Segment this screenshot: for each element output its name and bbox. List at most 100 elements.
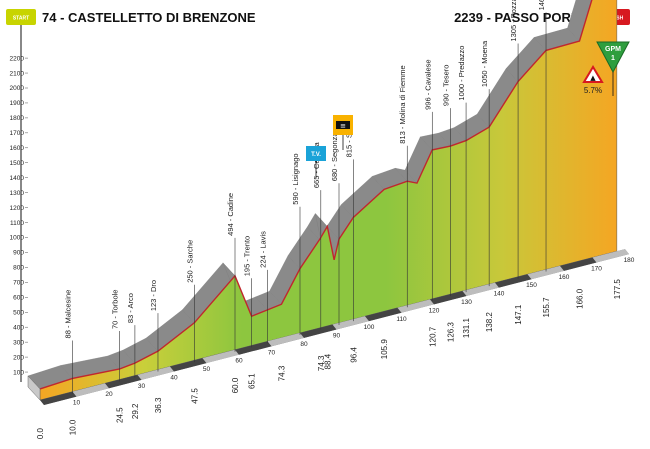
- profile-layer: [27, 0, 618, 401]
- gpm-category: 1: [611, 55, 615, 62]
- x-tick-label: 20: [105, 391, 113, 398]
- x-tick-label: 150: [526, 282, 537, 289]
- km-block: [137, 366, 174, 380]
- km-block: [365, 307, 402, 322]
- y-tick-label: 1000: [10, 235, 25, 242]
- gradient-value: 5.7%: [584, 86, 602, 95]
- x-tick-label: 90: [333, 333, 341, 340]
- km-block: [560, 257, 597, 271]
- x-axis: 10 20 30 40 50 60 70 80 90 100 110 120 130 140 150 160 1…: [40, 249, 635, 407]
- town-label: 123 - Dro: [149, 280, 158, 311]
- x-tick-label: 70: [268, 349, 276, 356]
- km-block: [430, 290, 467, 305]
- sprint-badge: [306, 146, 326, 161]
- km-label: 47.5: [190, 388, 199, 404]
- km-block: [592, 249, 629, 263]
- gradient-sign: ▲ 5.7%: [582, 65, 604, 95]
- y-tick-label: 500: [13, 309, 24, 316]
- town-label: 1050 - Moena: [480, 40, 489, 87]
- km-label: 10.0: [69, 419, 78, 435]
- km-label: 65.1: [248, 373, 257, 389]
- km-block: [235, 341, 272, 355]
- y-tick-label: 100: [13, 369, 24, 376]
- y-tick-label: 1700: [10, 130, 25, 137]
- y-tick-label: 1200: [10, 205, 25, 212]
- town-label: 815 - Sover: [344, 118, 353, 157]
- y-tick-label: 300: [13, 339, 24, 346]
- km-label: 36.3: [154, 397, 163, 413]
- y-tick-label: 1100: [10, 220, 24, 227]
- km-label: 120.7: [428, 326, 437, 347]
- feed-icon: [336, 121, 350, 129]
- town-label: 88 - Malcesine: [64, 290, 73, 339]
- y-tick-label: 400: [13, 324, 24, 331]
- town-label: 590 - Lisignago: [291, 153, 300, 204]
- elevation-line: [39, 0, 593, 390]
- km-block: [300, 324, 337, 338]
- x-tick-label: 160: [559, 274, 570, 281]
- x-tick-label: 80: [300, 341, 308, 348]
- x-tick-label: 30: [138, 383, 146, 390]
- km-block: [267, 332, 304, 347]
- town-label: 494 - Cadine: [226, 193, 235, 236]
- km-block: [105, 374, 142, 389]
- x-tick-label: 180: [624, 257, 635, 264]
- km-label: 131.1: [462, 318, 471, 339]
- x-tick-label: 100: [364, 324, 375, 331]
- y-tick-label: 700: [13, 280, 24, 287]
- town-label: 1465 - Canazei: [537, 0, 546, 10]
- km-label: 155.7: [542, 297, 551, 318]
- km-label: 96.4: [349, 347, 358, 363]
- km-block: [495, 274, 532, 288]
- town-label: 996 - Cavalese: [423, 59, 432, 109]
- town-label: 250 - Sarche: [185, 240, 194, 283]
- feed-zone: ≡: [333, 115, 353, 150]
- y-tick-label: 2100: [10, 70, 25, 77]
- y-tick-label: 600: [13, 295, 24, 302]
- road-surface-segment: [567, 0, 592, 42]
- km-label: 88.4: [323, 353, 332, 369]
- km-block: [40, 391, 77, 405]
- km-block: [72, 383, 109, 397]
- gpm-marker: GPM 1: [596, 41, 630, 96]
- start-label: 74 - CASTELLETTO DI BRENZONE: [42, 10, 256, 25]
- km-label: 147.1: [514, 304, 523, 325]
- intermediate-sprint: T.V.: [306, 146, 326, 178]
- km-label: 0.0: [36, 427, 45, 439]
- start-badge: [6, 9, 36, 25]
- km-block: [397, 299, 434, 313]
- km-label: 166.0: [576, 288, 585, 309]
- km-block: [170, 358, 207, 372]
- town-label: 680 - Segonzano: [330, 124, 339, 181]
- km-label: 24.5: [116, 407, 125, 423]
- feed-icon-glyph: ≡: [340, 122, 346, 130]
- town-label: 990 - Tesero: [441, 65, 450, 107]
- km-label: 74.3: [317, 355, 326, 371]
- y-axis: 100 200 300 400 500 600 700 800 900 1000 1100 1200 1…: [10, 55, 28, 376]
- x-tick-label: 120: [429, 307, 440, 314]
- x-tick-label: 130: [461, 299, 472, 306]
- town-label: 83 - Arco: [126, 293, 135, 323]
- km-label: 177.5: [613, 279, 622, 300]
- y-tick-label: 2200: [10, 55, 25, 62]
- climber-glyph: ▲: [590, 74, 596, 82]
- x-tick-label: 60: [235, 358, 243, 365]
- y-tick-label: 1500: [10, 160, 25, 167]
- km-label: 74.3: [277, 365, 286, 381]
- km-block: [202, 349, 239, 364]
- town-label: 70 - Torbole: [111, 290, 120, 329]
- x-tick-label: 10: [73, 400, 81, 407]
- km-labels: 0.0 10.024.5 29.2 36.347.560.0 65.1 74.374.38…: [36, 279, 622, 439]
- x-tick-label: 170: [591, 265, 602, 272]
- km-label: 60.0: [231, 377, 240, 393]
- km-block: [462, 282, 499, 296]
- x-tick-label: 40: [170, 374, 178, 381]
- town-label: 1000 - Predazzo: [457, 46, 466, 101]
- start-badge-text: START: [13, 16, 29, 22]
- gpm-shield: [596, 41, 630, 74]
- x-tick-label: 110: [396, 316, 407, 323]
- gpm-label: GPM: [605, 46, 621, 53]
- town-label: 813 - Molina di Fiemme: [398, 65, 407, 143]
- y-tick-label: 2000: [10, 85, 25, 92]
